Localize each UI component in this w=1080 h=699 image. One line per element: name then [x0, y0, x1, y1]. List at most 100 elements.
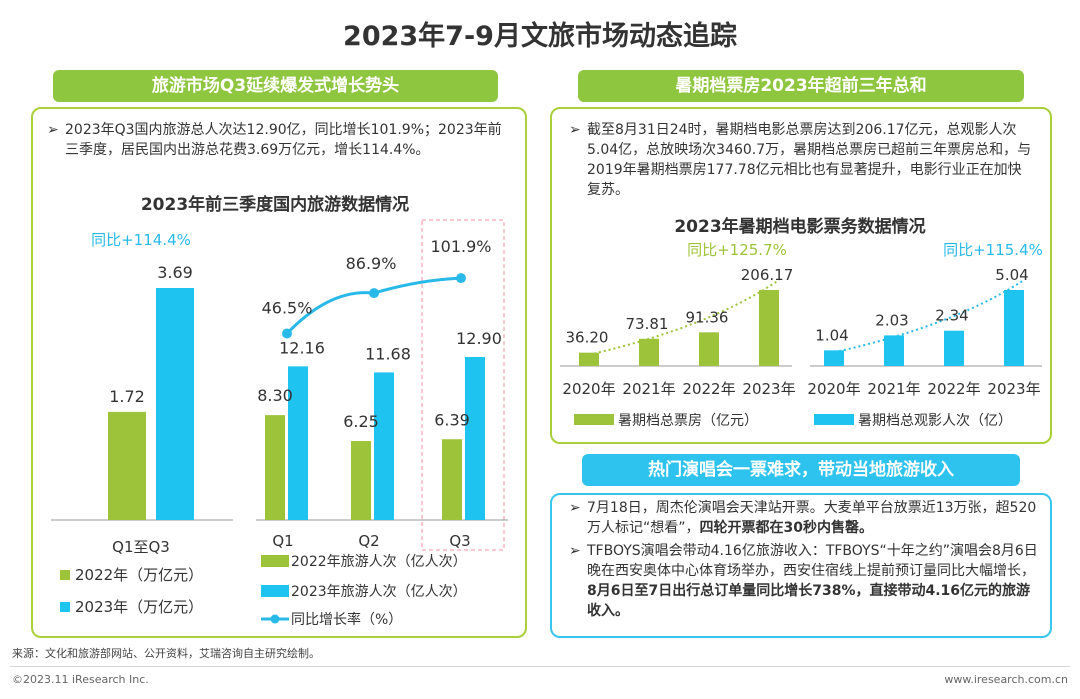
growth-label-Q2: 86.9% — [346, 254, 397, 273]
bar-label-total-2022: 1.72 — [109, 387, 145, 406]
growth-label-Q1: 46.5% — [262, 299, 313, 318]
right-bottom-bullet-2: ➢ TFBOYS演唱会带动4.16亿旅游收入：TFBOYS“十年之约”演唱会8月… — [569, 541, 1039, 621]
audience-bar-2021年 — [884, 335, 904, 366]
right-top-bullet: ➢ 截至8月31日24时，暑期档电影总票房达到206.17亿元，总观影人次5.0… — [569, 120, 1035, 200]
chart1-title: 2023年前三季度国内旅游数据情况 — [140, 195, 410, 215]
bullet1-normal: 7月18日，周杰伦演唱会天津站开票。大麦单平台放票近13万张，超520万人标记“… — [587, 500, 1037, 536]
bar-2023-Q2 — [374, 372, 394, 520]
legend-2023-visits-swatch — [261, 585, 289, 597]
legend-boxoffice-label: 暑期档总票房（亿元） — [618, 413, 758, 429]
bar-total-2023 — [156, 288, 194, 520]
growth-point-Q2 — [369, 288, 379, 299]
audience-bar-2022年 — [944, 330, 964, 366]
bar-label-2023-Q1: 12.16 — [279, 338, 325, 357]
left-panel-bullet: ➢ 2023年Q3国内旅游总人次达12.90亿，同比增长101.9%；2023年… — [47, 120, 507, 160]
bar-2022-Q2 — [351, 441, 371, 520]
legend-2023-visits-label: 2023年旅游人次（亿人次） — [291, 584, 467, 600]
bar-label-2023-Q2: 11.68 — [365, 344, 411, 363]
boxoffice-label-2023年: 206.17 — [741, 266, 794, 284]
audience-x-2020年: 2020年 — [807, 380, 860, 398]
bar-total-2022 — [108, 411, 146, 520]
legend-2022-visits-label: 2022年旅游人次（亿人次） — [291, 554, 467, 570]
boxoffice-x-2020年: 2020年 — [562, 380, 615, 398]
bullet2-bold: 8月6日至7日出行总订单量同比增长738%，直接带动4.16亿元的旅游收入。 — [587, 583, 1031, 619]
legend-2022-visits-swatch — [261, 555, 289, 567]
x-label-Q2: Q2 — [358, 532, 379, 550]
bar-label-2022-Q3: 6.39 — [434, 410, 470, 429]
audience-label-2020年: 1.04 — [815, 326, 848, 344]
boxoffice-label-2021年: 73.81 — [626, 315, 669, 333]
growth-point-Q3 — [456, 273, 466, 284]
arrow-icon: ➢ — [569, 543, 581, 559]
chart4-annotation: 同比+115.4% — [943, 241, 1043, 259]
bar-2023-Q3 — [465, 357, 485, 520]
audience-x-2022年: 2022年 — [927, 380, 980, 398]
audience-label-2021年: 2.03 — [875, 311, 908, 329]
chart3-annotation: 同比+125.7% — [687, 241, 787, 259]
left-chart: 同比+114.4% 1.72 3.69 Q1至Q3 2022年（万亿元） 2023… — [51, 219, 508, 628]
growth-label-Q3: 101.9% — [430, 237, 491, 256]
boxoffice-label-2020年: 36.20 — [566, 329, 609, 347]
audience-bar-2020年 — [824, 350, 844, 366]
footer-divider — [10, 666, 1070, 667]
arrow-icon: ➢ — [569, 122, 581, 138]
legend-2023-swatch — [60, 602, 70, 612]
chart1-annotation: 同比+114.4% — [91, 231, 191, 249]
bar-2022-Q1 — [265, 415, 285, 520]
legend-growth-label: 同比增长率（%） — [291, 611, 402, 628]
page-title: 2023年7-9月文旅市场动态追踪 — [343, 21, 737, 52]
boxoffice-bar-2022年 — [699, 332, 719, 366]
right-bottom-bullet-1: ➢ 7月18日，周杰伦演唱会天津站开票。大麦单平台放票近13万张，超520万人标… — [569, 498, 1039, 538]
boxoffice-bar-2021年 — [639, 338, 659, 366]
arrow-icon: ➢ — [47, 122, 59, 138]
audience-label-2022年: 2.34 — [935, 307, 968, 325]
legend-growth-dot — [270, 614, 280, 624]
legend-boxoffice-swatch — [574, 414, 614, 425]
x-label-Q1: Q1 — [272, 532, 293, 550]
left-bullet-text: 2023年Q3国内旅游总人次达12.90亿，同比增长101.9%；2023年前三… — [65, 122, 502, 158]
boxoffice-bar-2023年 — [759, 290, 779, 366]
legend-2022-label: 2022年（万亿元） — [75, 566, 203, 584]
audience-x-2021年: 2021年 — [867, 380, 920, 398]
bullet1-text: 7月18日，周杰伦演唱会天津站开票。大麦单平台放票近13万张，超520万人标记“… — [569, 498, 1039, 538]
bullet1-bold: 四轮开票都在30秒内售罄。 — [699, 520, 873, 536]
bar-2023-Q1 — [288, 366, 308, 520]
chart3-trend-line — [588, 279, 780, 356]
chart2-growth-line — [285, 276, 462, 335]
bullet2-text: TFBOYS演唱会带动4.16亿旅游收入：TFBOYS“十年之约”演唱会8月6日… — [569, 541, 1039, 621]
left-panel-header: 旅游市场Q3延续爆发式增长势头 — [53, 70, 498, 102]
chart1-xlabel-total: Q1至Q3 — [112, 538, 170, 556]
right-bottom-panel — [550, 493, 1052, 638]
audience-bar-2023年 — [1004, 290, 1024, 366]
x-label-Q3: Q3 — [449, 532, 470, 550]
arrow-icon: ➢ — [569, 500, 581, 516]
bar-label-total-2023: 3.69 — [157, 263, 193, 282]
bullet2-normal: TFBOYS演唱会带动4.16亿旅游收入：TFBOYS“十年之约”演唱会8月6日… — [587, 543, 1038, 579]
chart4-trend-line — [833, 279, 1025, 354]
audience-label-2023年: 5.04 — [995, 266, 1028, 284]
copyright: ©2023.11 iResearch Inc. — [12, 673, 149, 686]
right-bottom-header: 热门演唱会一票难求，带动当地旅游收入 — [582, 454, 1020, 486]
boxoffice-x-2023年: 2023年 — [742, 380, 795, 398]
legend-audience-swatch — [814, 414, 854, 425]
boxoffice-bar-2020年 — [579, 352, 599, 366]
chart3-title: 2023年暑期档电影票务数据情况 — [674, 217, 926, 237]
bar-label-2023-Q3: 12.90 — [456, 329, 502, 348]
right-top-bullet-text: 截至8月31日24时，暑期档电影总票房达到206.17亿元，总观影人次5.04亿… — [587, 122, 1032, 198]
boxoffice-x-2022年: 2022年 — [682, 380, 735, 398]
growth-point-Q1 — [282, 328, 292, 339]
bar-label-2022-Q2: 6.25 — [343, 412, 379, 431]
boxoffice-label-2022年: 91.36 — [686, 308, 729, 326]
right-top-panel — [550, 107, 1052, 444]
legend-audience-label: 暑期档总观影人次（亿） — [858, 413, 1012, 429]
bar-label-2022-Q1: 8.30 — [257, 386, 293, 405]
bar-2022-Q3 — [442, 439, 462, 520]
audience-x-2023年: 2023年 — [987, 380, 1040, 398]
website: www.iresearch.com.cn — [944, 673, 1068, 686]
legend-2023-label: 2023年（万亿元） — [75, 598, 203, 616]
right-top-header: 暑期档票房2023年超前三年总和 — [578, 70, 1024, 102]
q3-highlight-box — [421, 219, 505, 551]
movie-charts: 同比+125.7% 同比+115.4% 36.20 73.81 91.36 206.1… — [560, 241, 1043, 429]
source-note: 来源：文化和旅游部网站、公开资料，艾瑞咨询自主研究绘制。 — [12, 647, 320, 660]
legend-2022-swatch — [60, 570, 70, 580]
